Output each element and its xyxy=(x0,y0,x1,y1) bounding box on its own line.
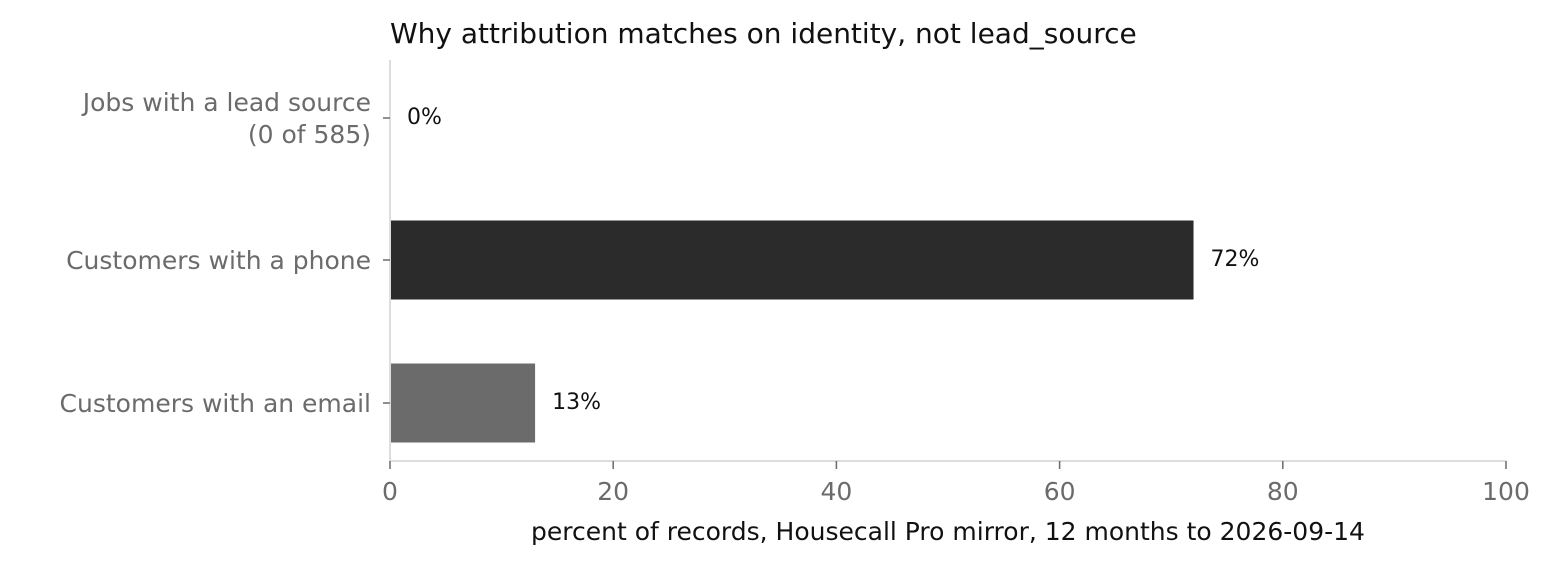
axes-layer: 0 20 40 60 80 100 xyxy=(382,60,1530,506)
category-label-1: Customers with a phone xyxy=(66,246,371,275)
category-label-2: Customers with an email xyxy=(60,389,371,418)
x-tick-label-4: 80 xyxy=(1267,477,1299,506)
category-label-0: Jobs with a lead source (0 of 585) xyxy=(81,88,371,149)
x-tick-label-2: 40 xyxy=(820,477,852,506)
category-labels-layer: Jobs with a lead source (0 of 585) Custome… xyxy=(60,88,371,418)
data-label-0: 0% xyxy=(407,105,442,130)
x-tick-label-1: 20 xyxy=(597,477,629,506)
data-label-1: 72% xyxy=(1211,247,1260,272)
bar-2 xyxy=(390,363,536,443)
data-label-2: 13% xyxy=(552,390,601,415)
x-tick-label-3: 60 xyxy=(1044,477,1076,506)
x-tick-label-0: 0 xyxy=(382,477,398,506)
x-tick-label-5: 100 xyxy=(1482,477,1530,506)
bar-1 xyxy=(390,220,1194,300)
chart-title: Why attribution matches on identity, not… xyxy=(390,17,1137,50)
bars-layer xyxy=(390,220,1194,443)
x-axis-label: percent of records, Housecall Pro mirror… xyxy=(531,517,1365,546)
data-labels-layer: 0% 72% 13% xyxy=(407,105,1259,415)
